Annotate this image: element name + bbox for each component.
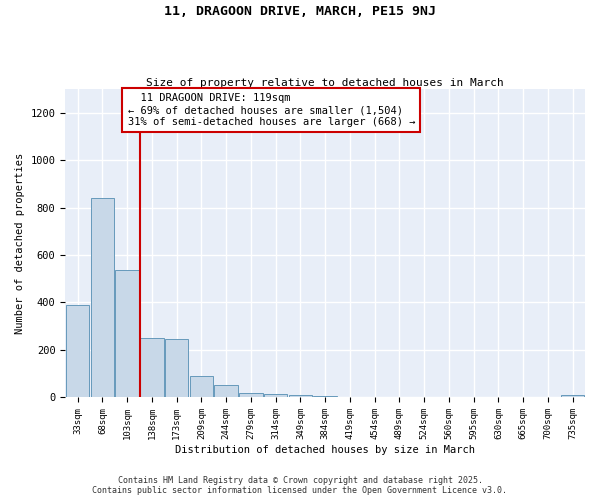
Bar (214, 385, 238, 398)
Bar (239, 392, 263, 398)
Bar (115, 270, 139, 398)
Bar (165, 338, 188, 398)
Y-axis label: Number of detached properties: Number of detached properties (15, 152, 25, 334)
Text: Contains HM Land Registry data © Crown copyright and database right 2025.
Contai: Contains HM Land Registry data © Crown c… (92, 476, 508, 495)
X-axis label: Distribution of detached houses by size in March: Distribution of detached houses by size … (175, 445, 475, 455)
Bar (264, 394, 287, 398)
Bar (190, 376, 213, 398)
Bar (91, 198, 114, 398)
Text: 11 DRAGOON DRIVE: 119sqm
← 69% of detached houses are smaller (1,504)
31% of sem: 11 DRAGOON DRIVE: 119sqm ← 69% of detach… (128, 94, 415, 126)
Bar (66, 305, 89, 398)
Text: 11, DRAGOON DRIVE, MARCH, PE15 9NJ: 11, DRAGOON DRIVE, MARCH, PE15 9NJ (164, 5, 436, 18)
Title: Size of property relative to detached houses in March: Size of property relative to detached ho… (146, 78, 504, 88)
Bar (561, 395, 584, 398)
Bar (313, 396, 337, 398)
Bar (289, 395, 312, 398)
Bar (140, 338, 164, 398)
